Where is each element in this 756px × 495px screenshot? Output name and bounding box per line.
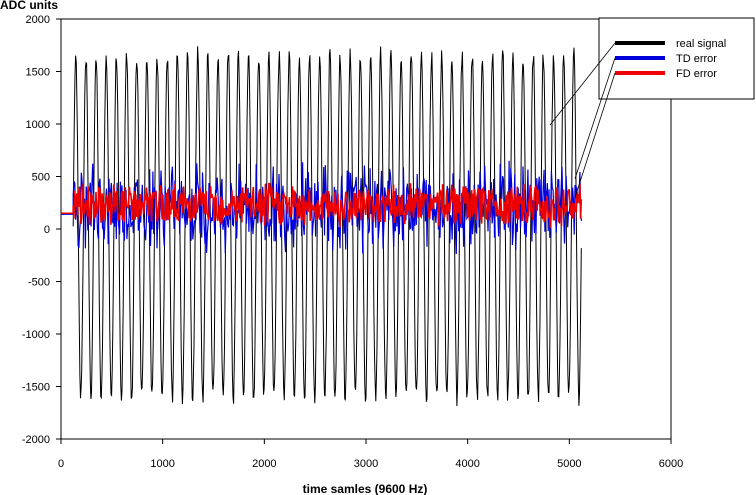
x-tick-label: 5000 bbox=[557, 458, 581, 470]
legend-label: real signal bbox=[676, 38, 726, 50]
x-tick-label: 1000 bbox=[150, 458, 174, 470]
legend-label: FD error bbox=[676, 68, 717, 80]
legend-label: TD error bbox=[676, 53, 717, 65]
y-tick-label: 0 bbox=[44, 224, 50, 236]
y-tick-label: -500 bbox=[28, 277, 50, 289]
x-tick-label: 0 bbox=[58, 458, 64, 470]
legend: real signal TD error FD error bbox=[549, 17, 755, 198]
y-tick-label: 1000 bbox=[26, 119, 50, 131]
series-fd-error-line bbox=[61, 182, 583, 229]
legend-pointer-line bbox=[574, 72, 616, 198]
x-tick-label: 4000 bbox=[455, 458, 479, 470]
x-tick-label: 6000 bbox=[659, 458, 683, 470]
y-axis-title: ADC units bbox=[0, 0, 58, 12]
y-tick-label: -2000 bbox=[22, 434, 50, 446]
legend-pointer-line bbox=[574, 57, 616, 179]
x-axis-title: time samles (9600 Hz) bbox=[303, 482, 428, 495]
y-tick-label: -1000 bbox=[22, 329, 50, 341]
y-tick-label: 1500 bbox=[26, 67, 50, 79]
series-real-signal-line bbox=[72, 46, 582, 407]
y-tick-label: 500 bbox=[32, 172, 50, 184]
x-tick-label: 2000 bbox=[252, 458, 276, 470]
x-tick-label: 3000 bbox=[354, 458, 378, 470]
y-tick-label: -1500 bbox=[22, 382, 50, 394]
plot-area: 0 1000 2000 3000 4000 5000 6000200015001000500… bbox=[22, 14, 683, 470]
y-tick-label: 2000 bbox=[26, 14, 50, 26]
legend-pointer-line bbox=[549, 42, 616, 126]
